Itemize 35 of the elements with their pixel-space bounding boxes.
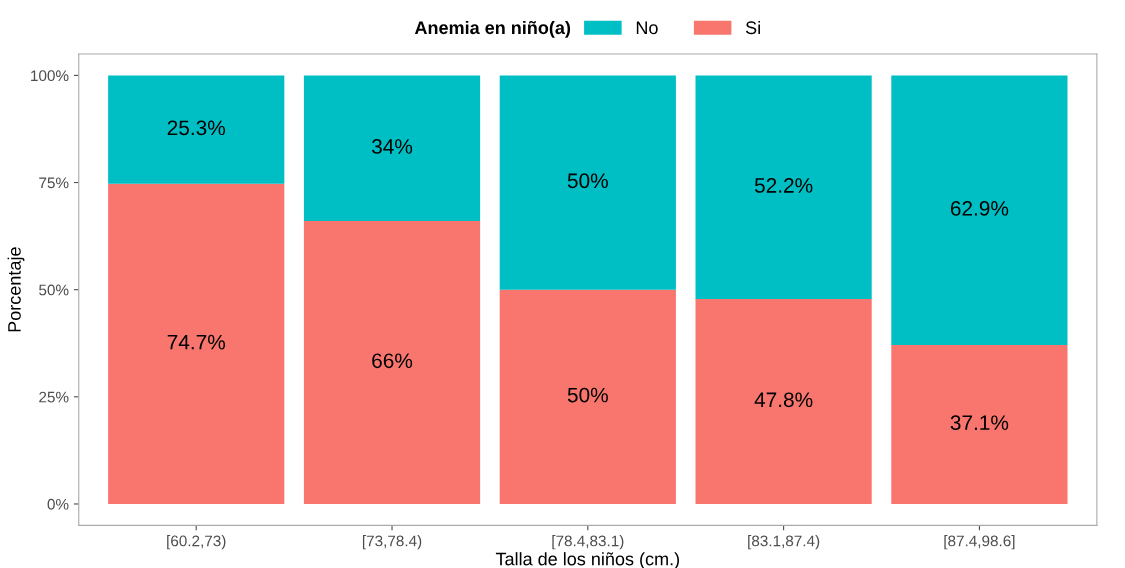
y-tick-label: 25% — [39, 391, 69, 403]
data-label: 47.8% — [754, 392, 813, 408]
data-label: 34% — [371, 139, 413, 154]
x-tick-label: [60.2,73) — [167, 535, 226, 550]
data-label: 52.2% — [754, 178, 813, 193]
y-tick-label: 50% — [39, 284, 69, 296]
x-tick-label: [83.1,87.4) — [748, 535, 820, 550]
bar — [499, 289, 676, 504]
bar — [303, 75, 481, 222]
y-tick-label: 75% — [39, 177, 69, 189]
data-label: 62.9% — [950, 201, 1009, 216]
data-label: 74.7% — [167, 334, 226, 350]
x-tick-label: [73,78.4) — [362, 535, 422, 550]
data-label: 37.1% — [950, 415, 1009, 431]
legend-label: No — [636, 21, 658, 35]
bar — [108, 75, 285, 184]
legend-title: Anemia en niño(a) — [414, 20, 571, 38]
y-tick-label: 100% — [31, 70, 69, 82]
bar — [499, 75, 676, 290]
bar — [891, 75, 1068, 345]
bar — [695, 75, 872, 300]
x-axis-title: Talla de los niños (cm.) — [495, 552, 680, 568]
bar — [108, 183, 285, 504]
bar — [695, 299, 872, 504]
data-label: 50% — [567, 387, 608, 403]
legend-label: Si — [745, 20, 760, 35]
x-tick-label: [78.4,83.1) — [552, 535, 624, 550]
bar — [891, 344, 1068, 504]
y-tick-label: 0% — [47, 498, 69, 510]
data-label: 50% — [567, 173, 608, 189]
bar — [303, 221, 481, 504]
data-label: 25.3% — [167, 120, 226, 136]
y-axis-title: Porcentaje — [7, 247, 25, 332]
x-tick-label: [87.4,98.6] — [944, 535, 1015, 550]
data-label: 66% — [372, 353, 413, 369]
